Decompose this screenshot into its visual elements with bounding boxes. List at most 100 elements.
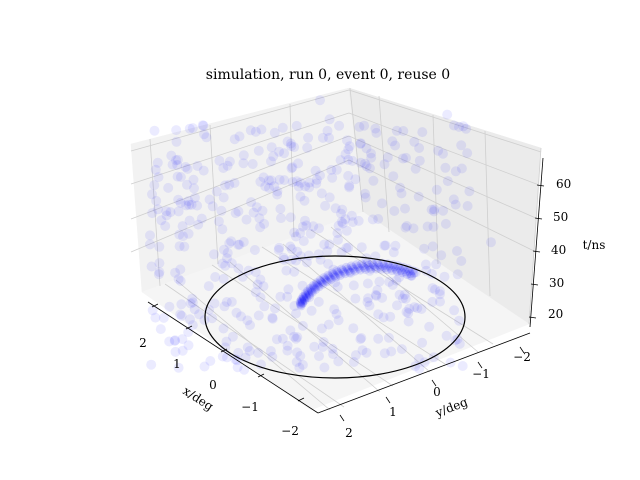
scatter-point (436, 250, 447, 261)
scatter-point (316, 188, 327, 199)
scatter-point (293, 158, 304, 169)
scatter-point (360, 192, 371, 203)
tick-mark (536, 184, 545, 187)
scatter-point (407, 271, 417, 281)
scatter-point (180, 162, 191, 172)
scatter-point (433, 145, 444, 156)
scatter-point (147, 305, 158, 316)
scatter-point (355, 138, 366, 149)
scatter-point (172, 171, 183, 182)
scatter-point (390, 240, 401, 251)
scatter-point (303, 286, 312, 296)
scatter-point (218, 163, 229, 173)
scatter-point (426, 204, 437, 215)
scatter-point (177, 345, 188, 356)
z-tick-label: 30 (549, 276, 564, 290)
z-tick-label: 20 (548, 307, 563, 321)
scatter-point (289, 227, 300, 238)
scatter-point (462, 148, 473, 159)
scatter-point (400, 222, 411, 233)
scatter-point (382, 265, 392, 275)
scatter-point (234, 131, 245, 142)
scatter-point (377, 292, 388, 303)
scatter-point (440, 162, 451, 173)
scatter-point (229, 134, 240, 145)
scatter-point (420, 259, 431, 270)
scatter-point (308, 281, 318, 290)
tick-mark (431, 379, 437, 387)
scatter-point (177, 221, 188, 232)
scatter-point (315, 275, 325, 285)
scatter-point (413, 353, 424, 364)
scatter-point (174, 241, 185, 252)
scatter-point (391, 125, 402, 136)
scatter-point (221, 336, 232, 347)
scatter-point (275, 203, 286, 214)
grid-line (130, 89, 350, 152)
scatter-point (373, 333, 384, 344)
scatter-point (384, 276, 395, 287)
scatter-point (295, 191, 306, 202)
scatter-point (178, 231, 188, 242)
scatter-point (336, 216, 347, 227)
scatter-point (250, 126, 261, 137)
scatter-point (386, 346, 397, 357)
scatter-point (396, 188, 407, 199)
scatter-point (297, 296, 307, 306)
scatter-point (349, 264, 359, 274)
grid-line (209, 124, 219, 265)
scatter-point (160, 221, 171, 231)
scatter-point (209, 249, 219, 260)
scatter-point (355, 334, 366, 345)
scatter-point (344, 141, 355, 152)
scatter-point (324, 239, 335, 250)
scatter-point (409, 302, 420, 313)
scatter-point (341, 243, 352, 253)
grid-line (229, 261, 381, 393)
scatter-point (297, 359, 308, 370)
scatter-point (327, 268, 337, 278)
scatter-point (220, 260, 231, 271)
scatter-point (305, 290, 314, 300)
scatter-point (170, 335, 181, 346)
scatter-point (234, 239, 245, 250)
axis-lines (147, 157, 544, 414)
scatter-point (410, 163, 421, 174)
scatter-point (289, 301, 300, 311)
scatter-point (185, 298, 196, 309)
scatter-point (311, 178, 322, 189)
scatter-point (184, 199, 195, 210)
z-tick-label: 40 (551, 243, 566, 257)
scatter-point (238, 237, 249, 247)
scatter-point (364, 265, 375, 276)
tick-mark (532, 250, 541, 253)
scatter-point (298, 298, 308, 308)
scatter-point (286, 163, 297, 174)
scatter-point (360, 158, 370, 169)
scatter-point (458, 121, 469, 132)
scatter-point (326, 274, 336, 284)
scatter-point (431, 184, 442, 195)
grid-line (130, 112, 350, 185)
scatter-point (213, 216, 224, 227)
scatter-point (316, 277, 326, 286)
scatter-point (324, 114, 335, 125)
scatter-point (220, 342, 231, 353)
scatter-point (395, 263, 405, 273)
scatter-point (298, 292, 308, 302)
scatter-point (303, 287, 313, 297)
scatter-point (196, 213, 207, 224)
scatter-point (224, 179, 235, 190)
z-tick-label: 60 (556, 177, 571, 191)
scatter-point (398, 126, 409, 136)
y-tick-label: 1 (389, 405, 397, 419)
scatter-point (194, 309, 205, 320)
tick-mark (477, 361, 483, 369)
scatter-point (259, 301, 270, 312)
scatter-point (295, 251, 306, 262)
scatter-point (440, 218, 451, 229)
scatter-point (254, 213, 265, 224)
scatter-point (199, 361, 210, 372)
grid-line (348, 89, 542, 153)
scatter-point (171, 125, 182, 136)
